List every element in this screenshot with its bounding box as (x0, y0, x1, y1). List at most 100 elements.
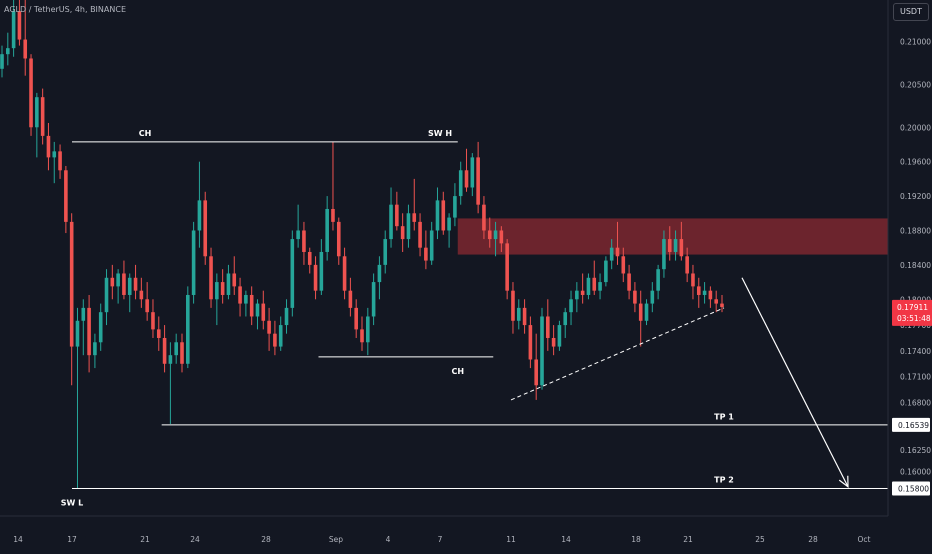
candle-body (453, 196, 457, 218)
candle-body (69, 221, 74, 347)
candle-body (638, 303, 643, 321)
candle-body (412, 213, 417, 222)
candle-body (64, 170, 68, 222)
candle-body (505, 243, 509, 291)
projection-arrow-head (838, 475, 849, 488)
candle-body (75, 320, 80, 347)
candle-body (278, 325, 283, 347)
candle-body (534, 359, 538, 386)
y-tick-label: 0.19600 (900, 158, 931, 167)
candle-body (0, 54, 4, 69)
candle-body (261, 303, 266, 321)
candle-body (667, 239, 672, 252)
candle-body (6, 48, 10, 55)
candle-body (162, 337, 167, 364)
candle-body (377, 264, 382, 283)
candle-body (400, 226, 405, 240)
candle-body (29, 58, 33, 128)
candle-body (23, 39, 28, 59)
annotation-label: CH (451, 367, 464, 376)
candle-body (244, 294, 248, 304)
candle-body (331, 208, 335, 222)
candle-body (569, 299, 573, 313)
annotation-label: TP 1 (714, 413, 734, 422)
candle-body (366, 316, 370, 343)
y-tick-label: 0.16250 (900, 446, 931, 455)
price-label-text: 0.16539 (898, 421, 929, 430)
candle-body (17, 11, 22, 40)
candle-body (575, 290, 579, 300)
candle-body (156, 329, 161, 338)
candle-body (151, 312, 155, 330)
x-tick-label: 14 (13, 535, 23, 544)
current-price-value: 0.17911 (897, 303, 928, 312)
candle-body (122, 273, 126, 295)
candle-body (35, 97, 39, 128)
candle-body (424, 247, 428, 261)
candle-body (215, 282, 219, 300)
candle-body (499, 230, 504, 244)
candle-body (656, 269, 660, 291)
candle-body (168, 355, 173, 364)
candle-body (226, 273, 231, 295)
candle-body (186, 294, 190, 364)
candle-body (546, 316, 550, 338)
candle-body (133, 277, 138, 291)
x-tick-label: 21 (140, 535, 150, 544)
candle-body (447, 217, 451, 231)
y-tick-label: 0.18400 (900, 261, 931, 270)
candle-body (563, 312, 568, 326)
candle-body (255, 303, 260, 317)
x-tick-label: 24 (190, 535, 200, 544)
annotation-label: SW H (428, 129, 452, 138)
candle-body (232, 273, 237, 287)
y-tick-label: 0.16000 (900, 467, 931, 476)
annotation-label: TP 2 (714, 475, 734, 484)
x-tick-label: Oct (858, 535, 871, 544)
candle-body (302, 230, 306, 252)
candle-body (551, 337, 556, 347)
candle-body (476, 157, 480, 205)
candle-body (389, 204, 393, 240)
candle-body (11, 11, 16, 49)
price-label-text: 0.15800 (898, 484, 929, 493)
candle-body (307, 251, 312, 265)
x-tick-label: 17 (67, 535, 77, 544)
candle-body (313, 264, 318, 291)
candle-body (383, 239, 388, 265)
candle-body (139, 290, 144, 300)
x-tick-label: 28 (808, 535, 818, 544)
candle-body (586, 277, 591, 295)
candle-body (482, 204, 486, 231)
annotation-label: SW L (61, 499, 83, 508)
ascending-trendline (510, 307, 725, 401)
candle-body (604, 260, 608, 283)
candle-body (516, 307, 521, 321)
candle-body (93, 342, 97, 356)
candle-body (110, 277, 115, 287)
candle-body (220, 282, 225, 295)
candle-body (633, 290, 637, 304)
candle-body (360, 329, 364, 343)
x-tick-label: 18 (631, 535, 641, 544)
x-tick-label: 7 (438, 535, 443, 544)
candle-body (191, 230, 196, 295)
annotation-label: CH (139, 129, 152, 138)
candle-body (540, 316, 544, 386)
candle-body (325, 208, 329, 252)
currency-button[interactable]: USDT (893, 3, 929, 21)
candle-body (267, 320, 271, 334)
candle-body (580, 290, 585, 295)
candle-body (429, 230, 434, 261)
y-tick-label: 0.17100 (900, 373, 931, 382)
candle-body (104, 277, 109, 313)
candle-body (58, 151, 62, 171)
candle-body (487, 230, 492, 240)
candle-body (714, 299, 718, 304)
candle-body (98, 312, 103, 343)
candle-body (249, 294, 254, 317)
candle-body (406, 213, 411, 240)
y-tick-label: 0.18800 (900, 226, 931, 235)
candle-body (348, 290, 353, 308)
